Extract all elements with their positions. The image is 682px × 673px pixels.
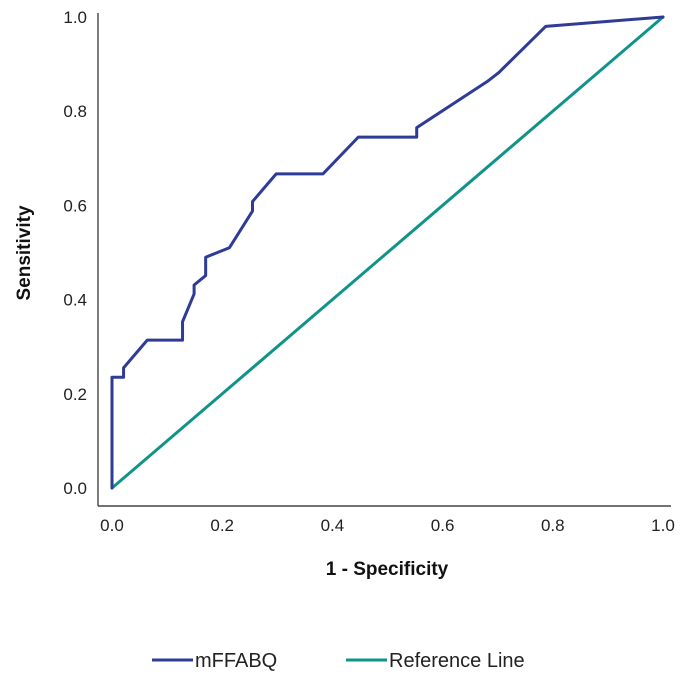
x-tick-labels: 0.0 0.2 0.4 0.6 0.8 1.0 <box>100 516 675 535</box>
series-line-mffabq <box>110 15 665 490</box>
y-tick-label: 1.0 <box>63 8 87 27</box>
legend-label: Reference Line <box>389 650 525 672</box>
y-tick-label: 0.4 <box>63 291 87 310</box>
plot-area <box>97 13 671 507</box>
x-tick-label: 0.2 <box>210 516 234 535</box>
series-line-reference-line <box>110 15 665 490</box>
y-tick-labels: 0.0 0.2 0.4 0.6 0.8 1.0 <box>63 8 87 498</box>
y-tick-label: 0.6 <box>63 196 87 215</box>
legend-item-reference-line: Reference Line <box>346 650 525 672</box>
series-layer <box>110 15 665 490</box>
y-axis-title: Sensitivity <box>14 205 35 300</box>
legend-label: mFFABQ <box>195 650 277 672</box>
y-tick-label: 0.2 <box>63 385 87 404</box>
y-tick-label: 0.0 <box>63 479 87 498</box>
x-tick-label: 0.0 <box>100 516 124 535</box>
x-axis-title: 1 - Specificity <box>326 559 449 580</box>
y-tick-label: 0.8 <box>63 102 87 121</box>
legend: mFFABQ Reference Line <box>152 650 525 672</box>
x-tick-label: 0.8 <box>541 516 565 535</box>
x-tick-label: 0.6 <box>431 516 455 535</box>
legend-item-mffabq: mFFABQ <box>152 650 277 672</box>
x-tick-label: 0.4 <box>321 516 345 535</box>
x-tick-label: 1.0 <box>651 516 675 535</box>
